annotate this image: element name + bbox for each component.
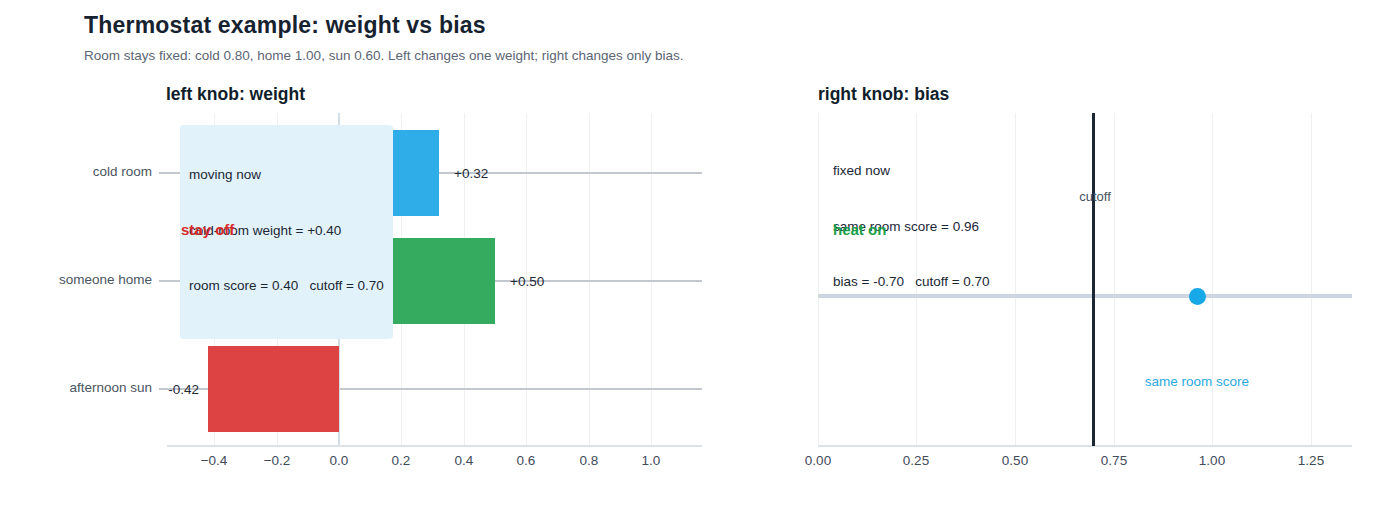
x-tick-label: 0.4	[432, 453, 496, 468]
figure: Thermostat example: weight vs bias Room …	[0, 0, 1380, 520]
page-subtitle: Room stays fixed: cold 0.80, home 1.00, …	[84, 48, 684, 63]
x-tick-label: 0.00	[786, 453, 850, 468]
x-tick-label: −0.2	[245, 453, 309, 468]
annotation-line: moving now	[189, 166, 384, 185]
cutoff-label: cutoff	[1060, 189, 1130, 204]
annotation-line: bias = -0.70 cutoff = 0.70	[833, 273, 990, 292]
x-axis-line	[167, 445, 702, 447]
x-tick-label: 0.50	[983, 453, 1047, 468]
gridline	[1015, 113, 1016, 446]
x-tick-label: 0.6	[494, 453, 558, 468]
x-tick-label: 0.25	[884, 453, 948, 468]
gridline	[1311, 113, 1312, 446]
bar-value-label: +0.32	[454, 166, 488, 181]
weight-bar-chart: moving now cold-room weight = +0.40 room…	[167, 113, 702, 446]
x-tick-label: 1.00	[1180, 453, 1244, 468]
page-title: Thermostat example: weight vs bias	[84, 12, 486, 39]
status-stay-off: stay off	[181, 221, 234, 238]
y-axis-label-someone-home: someone home	[0, 272, 152, 287]
gridline	[1212, 113, 1213, 446]
bar-value-label: +0.50	[510, 274, 544, 289]
x-tick-label: 0.2	[369, 453, 433, 468]
gridline	[1114, 113, 1115, 446]
x-tick-label: 1.25	[1279, 453, 1343, 468]
x-tick-label: 0.0	[307, 453, 371, 468]
x-axis-line	[818, 445, 1352, 447]
cutoff-line	[1092, 113, 1095, 446]
gridline	[818, 113, 819, 446]
y-axis-label-cold-room: cold room	[0, 164, 152, 179]
x-tick-label: 1.0	[619, 453, 683, 468]
left-panel-title: left knob: weight	[166, 84, 305, 105]
right-panel-title: right knob: bias	[818, 84, 949, 105]
annotation-line: fixed now	[833, 162, 990, 181]
x-tick-label: 0.8	[557, 453, 621, 468]
x-tick-label: 0.75	[1082, 453, 1146, 468]
status-heat-on: heat on	[833, 221, 886, 238]
bar-value-label: -0.42	[157, 382, 199, 397]
y-axis-label-afternoon-sun: afternoon sun	[0, 380, 152, 395]
annotation-line: room score = 0.40 cutoff = 0.70	[189, 277, 384, 296]
bias-scatter-chart: cutoff same room score fixed now same ro…	[818, 113, 1352, 446]
x-tick-label: −0.4	[182, 453, 246, 468]
bar-afternoon-sun	[208, 346, 339, 432]
score-dot-label: same room score	[1122, 374, 1272, 389]
score-dot	[1189, 288, 1206, 305]
